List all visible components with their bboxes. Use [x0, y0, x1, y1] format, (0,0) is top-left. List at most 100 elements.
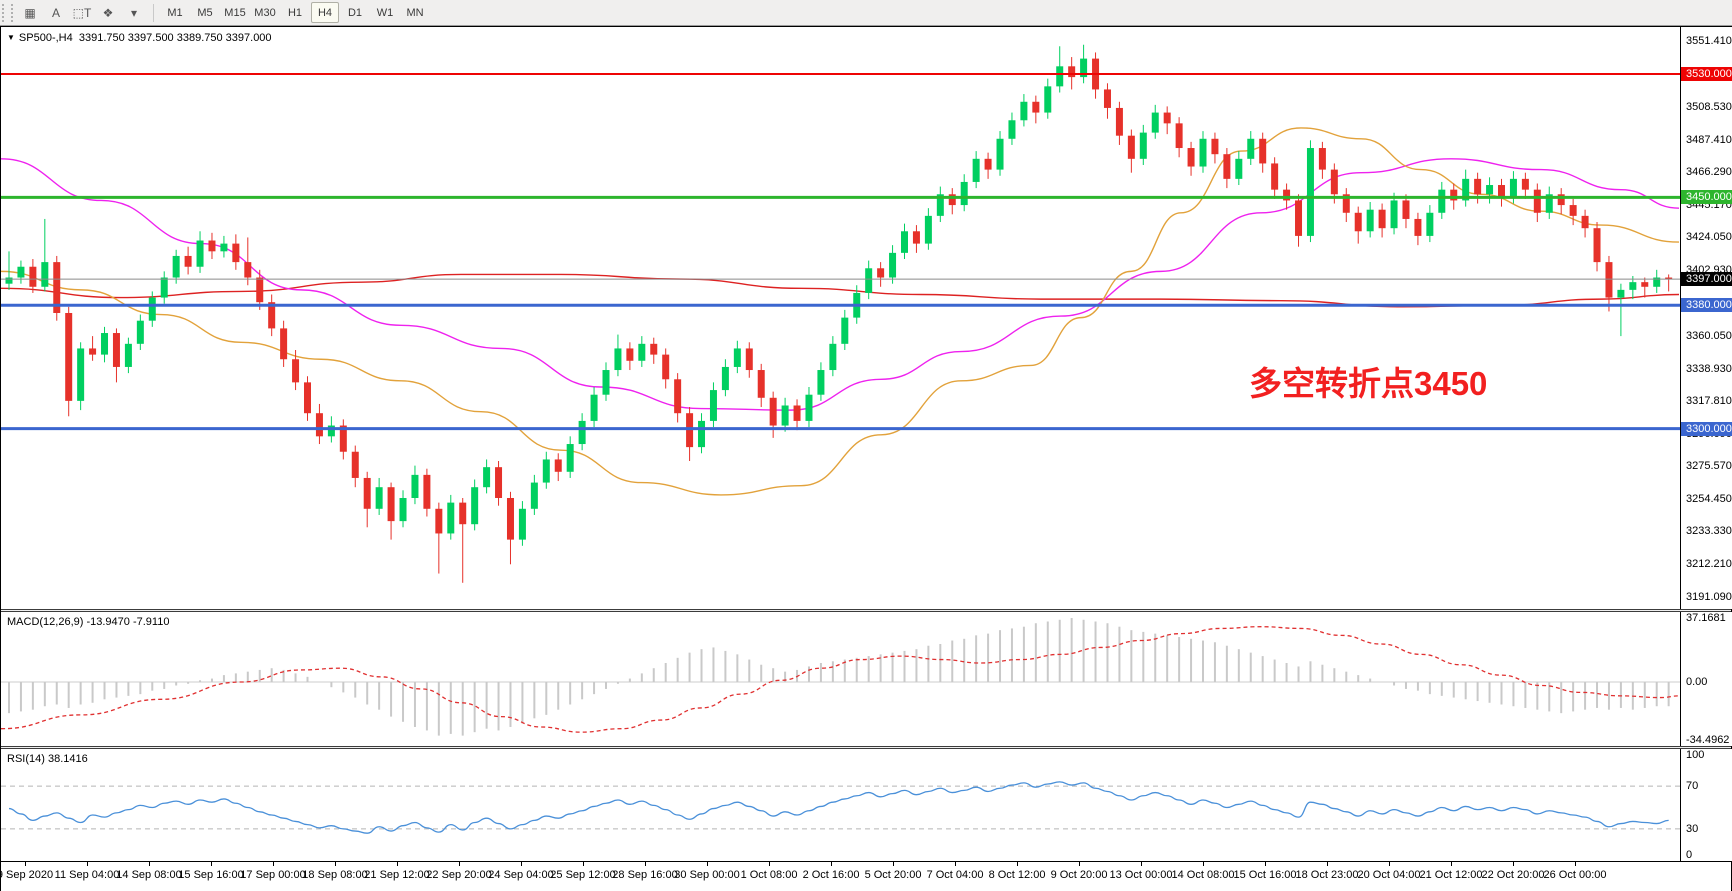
macd-scale[interactable]: 37.1681 0.00 -34.4962 — [1680, 612, 1732, 746]
bullish-candle — [327, 425, 335, 437]
bearish-candle — [948, 194, 956, 206]
x-axis-label: 18 Oct 23:00 — [1295, 869, 1359, 881]
chart-window: 多空转折点3450 ▼ SP500-,H4 3391.750 3397.500 3… — [0, 26, 1732, 891]
bearish-candle — [351, 451, 359, 478]
rsi-indicator-chart[interactable] — [1, 749, 1680, 861]
toolbar: ▦ A ⬚T ❖ ▾ M1 M5 M15 M30 H1 H4 D1 W1 MN — [0, 0, 1732, 26]
bullish-candle — [1426, 212, 1434, 236]
macd-indicator-chart[interactable] — [1, 612, 1680, 746]
bearish-candle — [1068, 66, 1076, 78]
bullish-candle — [5, 277, 13, 284]
bearish-candle — [1414, 218, 1422, 236]
main-price-chart[interactable]: 多空转折点3450 — [1, 27, 1680, 609]
timeframe-button-h1[interactable]: H1 — [287, 6, 303, 19]
text-label-icon[interactable]: A — [51, 5, 60, 20]
x-axis-label: 9 Sep 2020 — [0, 869, 54, 881]
timeframe-button-m1[interactable]: M1 — [167, 6, 183, 19]
ohlc-values: 3391.750 3397.500 3389.750 3397.000 — [78, 32, 272, 44]
bearish-candle — [686, 413, 694, 448]
bullish-candle — [471, 487, 479, 525]
bearish-candle — [89, 348, 97, 355]
bullish-candle — [530, 482, 538, 509]
x-axis-tickmark — [955, 862, 956, 866]
pane-divider-macd[interactable] — [1, 609, 1731, 612]
macd-label: MACD(12,26,9) -13.9470 -7.9110 — [7, 616, 170, 628]
bullish-candle — [578, 420, 586, 445]
bearish-candle — [1378, 209, 1386, 229]
rsi-scale-tick: 70 — [1686, 780, 1699, 793]
bullish-candle — [1306, 148, 1314, 236]
rsi-label: RSI(14) 38.1416 — [7, 753, 88, 765]
bearish-candle — [1259, 138, 1267, 164]
bullish-candle — [1008, 120, 1016, 139]
bullish-candle — [1056, 66, 1064, 87]
bullish-candle — [1629, 282, 1637, 290]
arrow-objects-icon[interactable]: ❖ — [102, 5, 114, 20]
price-scale-tick: 3551.410 — [1686, 35, 1732, 47]
x-axis-label: 14 Sep 08:00 — [116, 869, 182, 881]
timeframe-button-m5[interactable]: M5 — [197, 6, 213, 19]
bearish-candle — [626, 348, 634, 361]
bearish-candle — [1163, 112, 1171, 124]
text-box-icon[interactable]: ⬚T — [72, 5, 92, 20]
bullish-candle — [1020, 101, 1028, 121]
chart-title[interactable]: ▼ SP500-,H4 3391.750 3397.500 3389.750 33… — [7, 32, 272, 44]
x-axis-label: 9 Oct 20:00 — [1050, 869, 1108, 881]
x-axis-tickmark — [1265, 862, 1266, 866]
price-scale[interactable]: 3551.410 3508.530 3487.410 3466.290 3445.170… — [1680, 27, 1732, 609]
bullish-candle — [638, 343, 646, 361]
bearish-candle — [244, 262, 252, 278]
bullish-candle — [1617, 289, 1625, 298]
bullish-candle — [399, 497, 407, 522]
bearish-candle — [1211, 138, 1219, 155]
x-axis-tickmark — [707, 862, 708, 866]
x-axis-label: 15 Sep 16:00 — [178, 869, 244, 881]
x-axis-label: 28 Sep 16:00 — [612, 869, 678, 881]
level-price-label-3300: 3300.000 — [1681, 421, 1732, 436]
x-axis-tickmark — [1513, 862, 1514, 866]
objects-dropdown-icon[interactable]: ▾ — [130, 5, 138, 20]
bearish-candle — [506, 497, 514, 540]
timeframe-button-m15[interactable]: M15 — [224, 6, 246, 19]
chart-collapse-icon[interactable]: ▼ — [7, 33, 15, 42]
x-axis-label: 22 Oct 20:00 — [1481, 869, 1545, 881]
macd-signal-line — [1, 626, 1680, 733]
timeframe-button-m30[interactable]: M30 — [254, 6, 276, 19]
timeframe-button-w1[interactable]: W1 — [376, 6, 394, 19]
x-axis-tickmark — [149, 862, 150, 866]
pane-divider-rsi[interactable] — [1, 746, 1731, 749]
bearish-candle — [459, 502, 467, 525]
bearish-candle — [662, 354, 670, 380]
x-axis-label: 14 Oct 08:00 — [1171, 869, 1235, 881]
chart-annotation-text[interactable]: 多空转折点3450 — [1249, 365, 1487, 402]
macd-scale-tick: 37.1681 — [1686, 612, 1726, 624]
rsi-scale[interactable]: 100 70 30 0 — [1680, 749, 1732, 861]
bearish-candle — [984, 158, 992, 170]
bullish-candle — [924, 215, 932, 244]
price-scale-tick: 3233.330 — [1686, 525, 1732, 538]
bullish-candle — [721, 366, 729, 391]
bullish-candle — [483, 467, 491, 488]
drawing-tools-group: ▦ A ⬚T ❖ ▾ — [17, 2, 147, 24]
time-axis[interactable]: 9 Sep 2020 11 Sep 04:00 14 Sep 08:00 15 Sep… — [0, 861, 1731, 891]
toolbar-drag-handle[interactable] — [2, 3, 13, 22]
bearish-candle — [912, 231, 920, 244]
timeframe-button-mn[interactable]: MN — [406, 6, 424, 19]
bullish-candle — [160, 277, 168, 298]
grid-properties-icon[interactable]: ▦ — [24, 5, 36, 20]
bullish-candle — [805, 394, 813, 421]
bullish-candle — [936, 194, 944, 216]
bullish-candle — [542, 459, 550, 483]
timeframe-button-h4[interactable]: H4 — [311, 2, 339, 23]
bullish-candle — [590, 394, 598, 421]
x-axis-label: 24 Sep 04:00 — [488, 869, 554, 881]
bearish-candle — [1641, 282, 1649, 287]
bearish-candle — [793, 405, 801, 421]
bearish-candle — [1569, 205, 1577, 216]
rsi-scale-tick: 30 — [1686, 822, 1699, 835]
bullish-candle — [698, 420, 706, 448]
bullish-candle — [1247, 138, 1255, 159]
timeframe-button-d1[interactable]: D1 — [347, 6, 363, 19]
x-axis-label: 8 Oct 12:00 — [988, 869, 1046, 881]
bearish-candle — [423, 474, 431, 509]
